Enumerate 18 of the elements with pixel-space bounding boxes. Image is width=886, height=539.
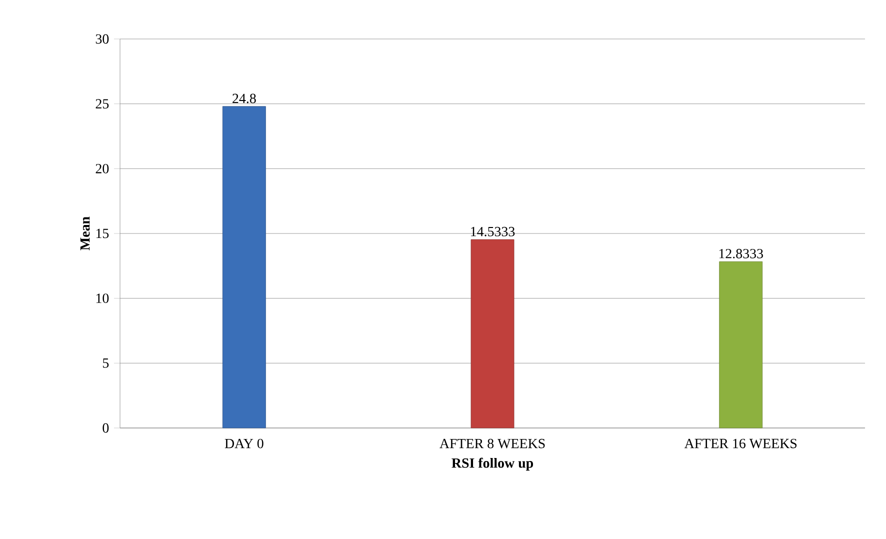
x-tick-label: AFTER 8 WEEKS [440,438,545,448]
bar [470,239,514,428]
x-tick-label: DAY 0 [224,438,264,448]
data-label: 14.5333 [471,226,515,236]
y-tick-label: 30 [96,34,109,44]
y-tick-label: 10 [96,294,109,304]
data-label: 12.8333 [719,248,763,258]
y-tick-label: 15 [96,228,109,238]
y-tick-label: 25 [96,99,109,109]
y-tick-label: 20 [96,164,109,174]
y-axis-title: Mean [80,216,90,250]
x-tick-label: AFTER 16 WEEKS [684,438,797,448]
bar [222,106,266,428]
data-label: 24.8 [232,94,256,104]
y-tick-label: 0 [102,423,109,433]
x-axis-title: RSI follow up [452,458,534,471]
bar [719,261,763,428]
y-tick-label: 5 [103,358,109,368]
